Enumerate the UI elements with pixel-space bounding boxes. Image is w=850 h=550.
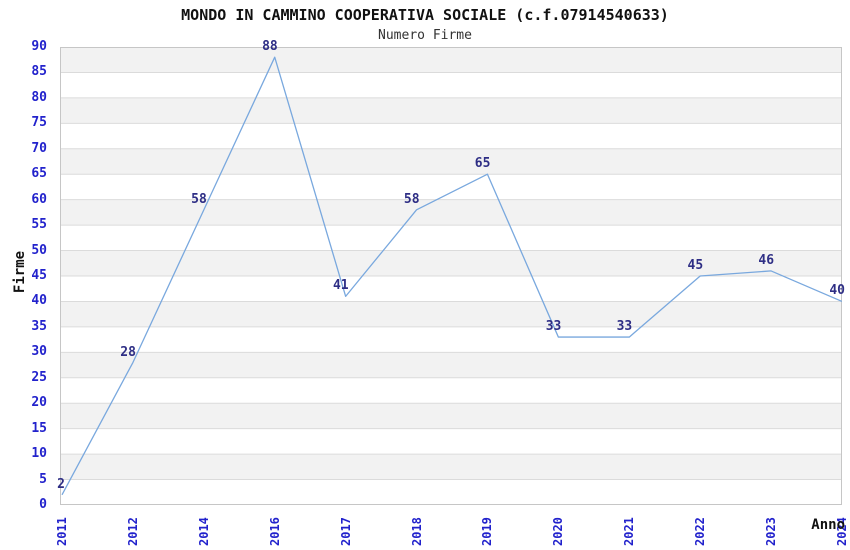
data-point-label: 58 bbox=[191, 191, 207, 207]
data-point-label: 40 bbox=[829, 283, 845, 299]
y-tick-label: 60 bbox=[31, 191, 47, 207]
y-tick-label: 40 bbox=[31, 293, 47, 309]
data-point-label: 2 bbox=[57, 476, 65, 492]
data-line bbox=[61, 56, 842, 496]
stripe-band bbox=[60, 352, 842, 378]
x-tick-label: 2020 bbox=[551, 517, 566, 546]
stripe-band bbox=[60, 454, 842, 480]
chart-subtitle: Numero Firme bbox=[378, 28, 472, 43]
x-tick-label: 2016 bbox=[267, 517, 282, 546]
x-axis-title: Anno bbox=[811, 517, 845, 533]
data-point-label: 88 bbox=[262, 39, 278, 55]
x-tick-label: 2022 bbox=[693, 517, 708, 546]
x-tick-label: 2023 bbox=[764, 517, 779, 546]
stripe-band bbox=[60, 250, 842, 276]
x-tick-label: 2014 bbox=[196, 517, 211, 546]
x-tick-label: 2018 bbox=[409, 517, 424, 546]
data-point-label: 28 bbox=[120, 344, 136, 360]
data-point-label: 58 bbox=[403, 191, 420, 207]
data-point-label: 46 bbox=[758, 252, 775, 268]
data-point-label: 33 bbox=[545, 319, 562, 335]
line-plot-svg bbox=[60, 47, 842, 505]
y-tick-label: 80 bbox=[31, 89, 47, 105]
chart-title: MONDO IN CAMMINO COOPERATIVA SOCIALE (c.… bbox=[181, 6, 669, 24]
plot-border bbox=[60, 47, 842, 505]
y-tick-label: 75 bbox=[31, 115, 47, 131]
y-tick-label: 30 bbox=[31, 344, 47, 360]
stripe-band bbox=[60, 301, 842, 327]
x-tick-label: 2021 bbox=[622, 517, 637, 546]
y-tick-label: 70 bbox=[31, 140, 47, 156]
y-tick-label: 25 bbox=[31, 369, 47, 385]
stripe-band bbox=[60, 403, 842, 429]
stripe-band bbox=[60, 47, 842, 73]
y-tick-label: 5 bbox=[39, 471, 47, 487]
x-tick-label: 2012 bbox=[125, 517, 140, 546]
data-point-label: 41 bbox=[332, 278, 349, 294]
data-point-label: 65 bbox=[474, 156, 491, 172]
stripe-band bbox=[60, 148, 842, 175]
data-point-label: 45 bbox=[687, 258, 704, 273]
y-axis-title: Firme bbox=[12, 250, 28, 294]
plot-area bbox=[60, 47, 842, 505]
y-tick-label: 90 bbox=[31, 39, 47, 54]
data-point-label: 33 bbox=[616, 319, 633, 335]
y-tick-label: 65 bbox=[31, 166, 47, 182]
x-tick-label: 2011 bbox=[55, 517, 69, 546]
y-tick-label: 35 bbox=[31, 318, 47, 334]
y-tick-label: 50 bbox=[31, 242, 47, 258]
y-tick-label: 0 bbox=[39, 497, 47, 512]
y-tick-label: 55 bbox=[31, 217, 47, 233]
x-tick-label: 2017 bbox=[338, 517, 353, 546]
y-tick-label: 20 bbox=[31, 395, 47, 411]
y-tick-label: 85 bbox=[31, 64, 47, 80]
y-tick-label: 15 bbox=[31, 420, 47, 436]
x-tick-label: 2019 bbox=[480, 517, 495, 546]
y-tick-label: 10 bbox=[31, 446, 47, 462]
y-tick-label: 45 bbox=[31, 268, 47, 283]
stripe-band bbox=[60, 97, 842, 124]
stripe-band bbox=[60, 199, 842, 226]
